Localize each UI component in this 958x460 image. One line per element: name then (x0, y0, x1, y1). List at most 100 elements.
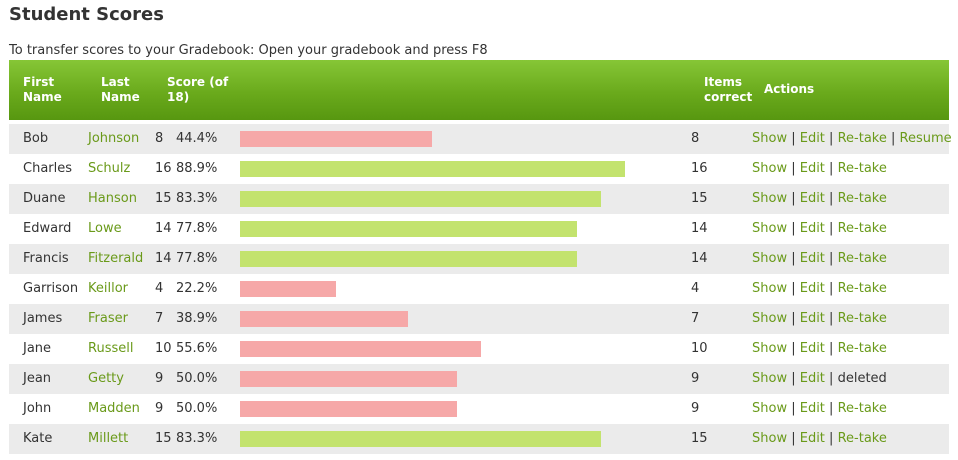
first-name: Bob (23, 131, 49, 146)
action-edit-link[interactable]: Edit (799, 431, 825, 446)
header-actions: Actions (764, 82, 815, 96)
last-name-link[interactable]: Schulz (88, 161, 131, 176)
action-separator: | (824, 431, 838, 446)
action-edit-link[interactable]: Edit (799, 311, 825, 326)
last-name-link[interactable]: Lowe (88, 221, 122, 236)
row-actions: Show | Edit | Re-take (752, 334, 887, 364)
row-actions: Show | Edit | deleted (752, 364, 887, 394)
score-value: 15 (155, 191, 172, 206)
action-show-link[interactable]: Show (752, 281, 788, 296)
action-edit-link[interactable]: Edit (799, 221, 825, 236)
first-name: Jane (23, 341, 52, 356)
score-percent: 83.3% (176, 191, 218, 206)
action-edit-link[interactable]: Edit (799, 341, 825, 356)
action-show-link[interactable]: Show (752, 221, 788, 236)
action-show-link[interactable]: Show (752, 311, 788, 326)
score-bar (240, 281, 336, 297)
action-edit-link[interactable]: Edit (799, 131, 825, 146)
last-name-link[interactable]: Madden (88, 401, 140, 416)
score-value: 8 (155, 131, 164, 146)
score-value: 14 (155, 221, 172, 236)
table-row: John Madden 9 50.0% 9 Show | Edit | Re-take (9, 394, 949, 424)
action-separator: | (787, 341, 800, 356)
header-score[interactable]: Score (of 18) (167, 75, 229, 104)
header-items-correct[interactable]: Items correct (704, 75, 753, 104)
score-percent: 22.2% (176, 281, 218, 296)
action-edit-link[interactable]: Edit (799, 191, 825, 206)
action-edit-link[interactable]: Edit (799, 371, 825, 386)
items-correct: 14 (691, 251, 708, 266)
row-actions: Show | Edit | Re-take (752, 394, 887, 424)
score-percent: 55.6% (176, 341, 218, 356)
student-score-rows: Bob Johnson 8 44.4% 8 Show | Edit | Re-take |… (9, 124, 952, 454)
action-separator: | (787, 311, 800, 326)
action-show-link[interactable]: Show (752, 251, 788, 266)
table-row: Garrison Keillor 4 22.2% 4 Show | Edit | Re-t… (9, 274, 949, 304)
score-percent: 77.8% (176, 251, 218, 266)
action-show-link[interactable]: Show (752, 131, 788, 146)
first-name: Edward (23, 221, 72, 236)
score-bar (240, 311, 408, 327)
action-show-link[interactable]: Show (752, 341, 788, 356)
action-separator: | (824, 341, 838, 356)
action-edit-link[interactable]: Edit (799, 401, 825, 416)
items-correct: 15 (691, 431, 708, 446)
last-name-link[interactable]: Fraser (88, 311, 128, 326)
last-name-link[interactable]: Keillor (88, 281, 129, 296)
action-edit-link[interactable]: Edit (799, 251, 825, 266)
header-first-name[interactable]: First Name (23, 75, 62, 104)
last-name-link[interactable]: Millett (88, 431, 129, 446)
action-show-link[interactable]: Show (752, 431, 788, 446)
score-bar (240, 191, 601, 207)
action-edit-link[interactable]: Edit (799, 281, 825, 296)
action-retake-link[interactable]: Re-take (837, 431, 887, 446)
deleted-status: deleted (837, 371, 887, 386)
action-retake-link[interactable]: Re-take (837, 191, 887, 206)
last-name-link[interactable]: Johnson (88, 131, 140, 146)
action-retake-link[interactable]: Re-take (837, 131, 887, 146)
action-separator: | (787, 281, 800, 296)
action-separator: | (824, 131, 838, 146)
action-show-link[interactable]: Show (752, 161, 788, 176)
score-bar (240, 431, 601, 447)
action-show-link[interactable]: Show (752, 191, 788, 206)
action-show-link[interactable]: Show (752, 401, 788, 416)
row-actions: Show | Edit | Re-take (752, 214, 887, 244)
score-bar (240, 131, 432, 147)
action-edit-link[interactable]: Edit (799, 161, 825, 176)
action-retake-link[interactable]: Re-take (837, 281, 887, 296)
action-separator: | (787, 431, 800, 446)
score-bar (240, 161, 625, 177)
first-name: Duane (23, 191, 66, 206)
action-separator: | (824, 251, 838, 266)
first-name: Francis (23, 251, 69, 266)
items-correct: 16 (691, 161, 708, 176)
action-separator: | (787, 191, 800, 206)
action-retake-link[interactable]: Re-take (837, 221, 887, 236)
last-name-link[interactable]: Hanson (88, 191, 137, 206)
score-value: 14 (155, 251, 172, 266)
row-actions: Show | Edit | Re-take (752, 244, 887, 274)
header-last-name[interactable]: Last Name (101, 75, 140, 104)
action-retake-link[interactable]: Re-take (837, 401, 887, 416)
last-name-link[interactable]: Getty (88, 371, 124, 386)
score-value: 9 (155, 401, 164, 416)
score-value: 16 (155, 161, 172, 176)
action-separator: | (787, 161, 800, 176)
table-row: Bob Johnson 8 44.4% 8 Show | Edit | Re-take |… (9, 124, 952, 154)
action-retake-link[interactable]: Re-take (837, 311, 887, 326)
score-percent: 77.8% (176, 221, 218, 236)
action-retake-link[interactable]: Re-take (837, 161, 887, 176)
score-bar (240, 371, 457, 387)
action-separator: | (787, 131, 800, 146)
action-retake-link[interactable]: Re-take (837, 251, 887, 266)
score-bar (240, 221, 577, 237)
last-name-link[interactable]: Russell (88, 341, 134, 356)
last-name-link[interactable]: Fitzerald (88, 251, 144, 266)
score-value: 7 (155, 311, 164, 326)
action-resume-link[interactable]: Resume (899, 131, 952, 146)
action-separator: | (824, 401, 838, 416)
action-show-link[interactable]: Show (752, 371, 788, 386)
score-percent: 50.0% (176, 371, 218, 386)
action-retake-link[interactable]: Re-take (837, 341, 887, 356)
